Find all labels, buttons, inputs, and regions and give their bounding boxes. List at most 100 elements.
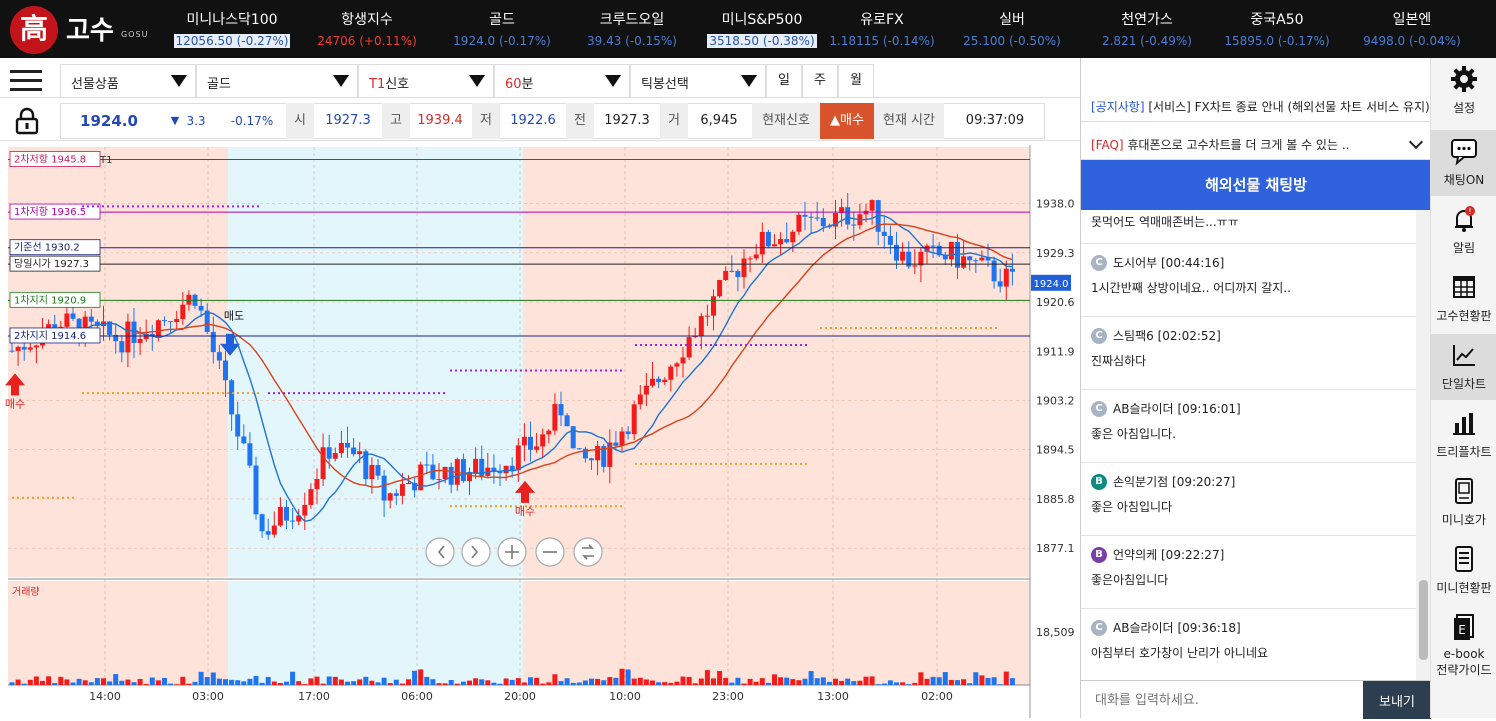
sidebar-item-list[interactable]: 미니현황판 <box>1431 538 1496 604</box>
candle-body <box>259 514 265 532</box>
candle-body <box>558 404 564 416</box>
volume-bar <box>241 681 247 685</box>
chat-username[interactable]: AB슬라이더 <box>1113 621 1174 635</box>
ticker-item[interactable]: 골드 1924.0 (-0.17%) <box>442 0 562 58</box>
chat-message-list[interactable]: 못먹어도 역매매존버는...ㅠㅠ C 도시어부 [00:44:16] 1시간반째 상… <box>1081 210 1416 680</box>
chart-zoom-out-button[interactable] <box>535 537 565 567</box>
volume-bar <box>875 684 881 685</box>
ticker-item[interactable]: 일본엔 9498.0 (-0.04%) <box>1352 0 1472 58</box>
sidebar-item-bell[interactable]: ! 알림 <box>1431 198 1496 264</box>
candle-body <box>662 379 668 383</box>
period-day-button[interactable]: 일 <box>766 64 802 98</box>
chat-user-line: C AB슬라이더 [09:36:18] <box>1091 619 1406 636</box>
sidebar-item-bar-chart[interactable]: 트리플차트 <box>1431 402 1496 468</box>
ticker-item[interactable]: 천연가스 2.821 (-0.49%) <box>1087 0 1207 58</box>
sidebar-item-chat[interactable]: 채팅ON <box>1431 130 1496 196</box>
tick-select[interactable]: 틱봉선택 <box>630 64 766 98</box>
candle-body <box>1003 268 1009 287</box>
chat-scrollbar[interactable] <box>1416 210 1431 680</box>
volume-bar <box>363 676 369 685</box>
product-value: 골드 <box>207 77 231 92</box>
volume-bar <box>70 682 76 685</box>
ticker-item[interactable]: 미니S&P500 3518.50 (-0.38%) <box>702 0 822 58</box>
volume-bar <box>265 676 271 685</box>
lock-icon[interactable] <box>14 107 40 135</box>
chart-zoom-in-button[interactable] <box>497 537 527 567</box>
chat-username[interactable]: 스팀팩6 <box>1113 329 1154 343</box>
volume-bar <box>229 679 235 685</box>
price-chart[interactable]: 2차저항 1945.8 1차저항 1936.5 기준선 1930.2 당일시가 192… <box>0 145 1080 718</box>
ticker-item[interactable]: 유로FX 1.18115 (-0.14%) <box>822 0 942 58</box>
sidebar-item-mini-quote[interactable]: 미니호가 <box>1431 470 1496 536</box>
candle-body <box>15 346 21 351</box>
ticker-item[interactable]: 항생지수 24706 (+0.11%) <box>307 0 427 58</box>
volume-zone <box>228 581 523 685</box>
chat-username[interactable]: 도시어부 <box>1113 256 1158 270</box>
chart-prev-button[interactable] <box>425 537 455 567</box>
chart-canvas[interactable]: 2차저항 1945.8 1차저항 1936.5 기준선 1930.2 당일시가 192… <box>0 145 1080 718</box>
candle-body <box>406 482 411 485</box>
chat-input[interactable] <box>1081 681 1363 719</box>
scrollbar-thumb[interactable] <box>1419 580 1428 660</box>
volume-bar <box>753 681 759 685</box>
sidebar-item-line-chart[interactable]: 단일차트 <box>1431 334 1496 400</box>
period-month-button[interactable]: 월 <box>838 64 874 98</box>
volume-bar <box>485 680 491 685</box>
candle-body <box>906 251 912 267</box>
sidebar-item-label: 고수현황판 <box>1436 309 1492 323</box>
volume-bar <box>94 678 100 685</box>
signal-prefix: T1 <box>369 77 386 92</box>
candle-body <box>64 313 70 327</box>
ticker-item[interactable]: 크루드오일 39.43 (-0.15%) <box>572 0 692 58</box>
volume-bar <box>497 683 503 685</box>
signal-select[interactable]: T1신호 <box>358 64 494 98</box>
faq-item[interactable]: [FAQ] 휴대폰으로 고수차트를 더 크게 볼 수 있는 .. <box>1081 126 1431 160</box>
chart-next-button[interactable] <box>461 537 491 567</box>
chevron-down-icon[interactable] <box>1408 134 1424 150</box>
candle-body <box>186 294 192 305</box>
notice-item[interactable]: [공지사항] [서비스] FX차트 종료 안내 (해외선물 차트 서비스 유지) <box>1081 88 1431 122</box>
volume-bar <box>174 684 180 685</box>
ticker-name: 유로FX <box>860 12 904 28</box>
send-button[interactable]: 보내기 <box>1363 681 1431 719</box>
level-label: 2차저항 1945.8 <box>9 151 101 167</box>
volume-bar <box>448 680 454 685</box>
list-icon <box>1431 538 1496 579</box>
chart-reset-button[interactable] <box>573 537 603 567</box>
candle-body <box>338 442 344 454</box>
logo[interactable]: 高 고수 GOSU <box>4 4 154 54</box>
period-week-button[interactable]: 주 <box>802 64 838 98</box>
chat-username[interactable]: AB슬라이더 <box>1113 402 1174 416</box>
product-type-value: 선물상품 <box>71 77 119 92</box>
volume-bar <box>375 682 381 685</box>
product-type-select[interactable]: 선물상품 <box>60 64 196 98</box>
interval-select[interactable]: 60분 <box>494 64 630 98</box>
line-chart-icon <box>1431 334 1496 375</box>
chat-username[interactable]: 손익분기점 <box>1113 475 1169 489</box>
hamburger-menu-icon[interactable] <box>10 70 42 92</box>
dropdown-arrow-icon <box>333 75 349 87</box>
ticker-item[interactable]: 중국A50 15895.0 (-0.17%) <box>1217 0 1337 58</box>
candle-body <box>277 506 283 526</box>
ticker-price: 39.43 <box>586 34 622 48</box>
volume-bar <box>558 681 564 685</box>
low-label: 저 <box>472 103 500 139</box>
candle-body <box>973 260 979 262</box>
ticker-item[interactable]: 실버 25.100 (-0.50%) <box>952 0 1072 58</box>
open-label: 시 <box>286 103 314 139</box>
candle-body <box>210 331 216 353</box>
sidebar-item-gear[interactable]: 설정 <box>1431 58 1496 124</box>
ticker-item[interactable]: 미니나스닥100 12056.50 (-0.27%) <box>172 0 292 58</box>
ticker-change: (-0.17%) <box>1277 34 1330 48</box>
volume-bar <box>765 682 771 685</box>
sidebar-item-grid[interactable]: 고수현황판 <box>1431 266 1496 332</box>
volume-bar <box>64 679 70 685</box>
sidebar-item-label-2: 전략가이드 <box>1436 663 1492 677</box>
volume-bar <box>521 682 527 685</box>
ticker-value: 25.100 (-0.50%) <box>961 34 1063 48</box>
volume-tick-label: 18,509 <box>1036 626 1075 639</box>
chat-username[interactable]: 언약의케 <box>1113 548 1158 562</box>
ticker-price: 3518.50 <box>709 34 759 48</box>
product-select[interactable]: 골드 <box>196 64 358 98</box>
